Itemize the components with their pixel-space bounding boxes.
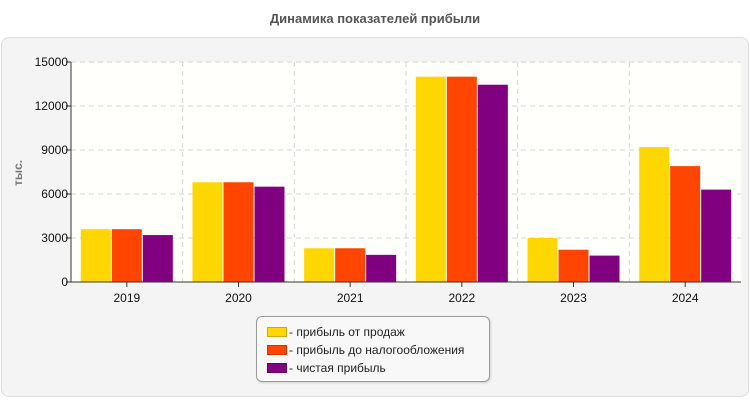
bar-2019-series-3 — [142, 235, 173, 282]
chart-title: Динамика показателей прибыли — [269, 11, 481, 26]
legend-swatch — [267, 363, 287, 373]
bar-2020-series-2 — [223, 182, 254, 282]
x-tick-label: 2023 — [560, 291, 587, 305]
bar-2022-series-2 — [446, 76, 477, 283]
x-tick-label: 2024 — [672, 291, 699, 305]
bar-2022-series-1 — [415, 76, 446, 283]
bar-2021-series-2 — [335, 248, 366, 282]
y-tick-labels: 0 3000 6000 9000 12000 15000 — [35, 55, 69, 289]
y-tick-label: 15000 — [35, 55, 69, 69]
legend-item-sales-profit[interactable]: - прибыль от продаж — [267, 323, 489, 341]
bar-2023-series-1 — [527, 238, 558, 282]
x-tick-labels: 2019 2020 2021 2022 2023 2024 — [113, 291, 698, 305]
bar-2024-series-3 — [701, 189, 732, 282]
bar-2024-series-1 — [639, 147, 670, 282]
legend-item-net-profit[interactable]: - чистая прибыль — [267, 359, 489, 377]
legend-swatch — [267, 327, 287, 337]
y-tick-label: 3000 — [41, 231, 68, 245]
bar-2023-series-3 — [589, 255, 620, 282]
bar-2019-series-2 — [111, 229, 142, 282]
y-tick-label: 12000 — [35, 99, 69, 113]
x-tick-label: 2021 — [337, 291, 364, 305]
legend: - прибыль от продаж - прибыль до налогоо… — [256, 316, 490, 382]
y-tick-label: 0 — [61, 275, 68, 289]
x-tick-label: 2020 — [225, 291, 252, 305]
legend-label: - прибыль до налогообложения — [289, 343, 465, 357]
bar-2021-series-1 — [304, 248, 335, 282]
legend-item-pretax-profit[interactable]: - прибыль до налогообложения — [267, 341, 489, 359]
bar-2024-series-2 — [670, 166, 701, 282]
x-tick-label: 2022 — [448, 291, 475, 305]
bar-2021-series-3 — [366, 254, 397, 282]
grid — [66, 61, 741, 287]
legend-label: - прибыль от продаж — [289, 325, 405, 339]
y-axis-label: тыс. — [11, 159, 25, 186]
legend-label: - чистая прибыль — [289, 361, 386, 375]
bars — [80, 76, 732, 283]
bar-2019-series-1 — [80, 229, 111, 282]
bar-2023-series-2 — [558, 249, 589, 282]
bar-2020-series-3 — [254, 186, 285, 282]
y-tick-label: 6000 — [41, 187, 68, 201]
x-tick-label: 2019 — [113, 291, 140, 305]
y-tick-label: 9000 — [41, 143, 68, 157]
bar-2020-series-1 — [192, 182, 223, 282]
legend-swatch — [267, 345, 287, 355]
bar-2022-series-3 — [477, 84, 508, 282]
